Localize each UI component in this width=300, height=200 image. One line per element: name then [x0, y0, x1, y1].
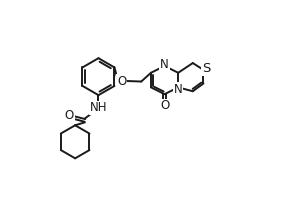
Text: NH: NH [90, 101, 107, 114]
Text: N: N [160, 58, 169, 71]
Text: O: O [117, 75, 126, 88]
Text: N: N [174, 83, 183, 96]
Text: O: O [65, 109, 74, 122]
Text: O: O [160, 99, 169, 112]
Text: S: S [202, 62, 211, 75]
